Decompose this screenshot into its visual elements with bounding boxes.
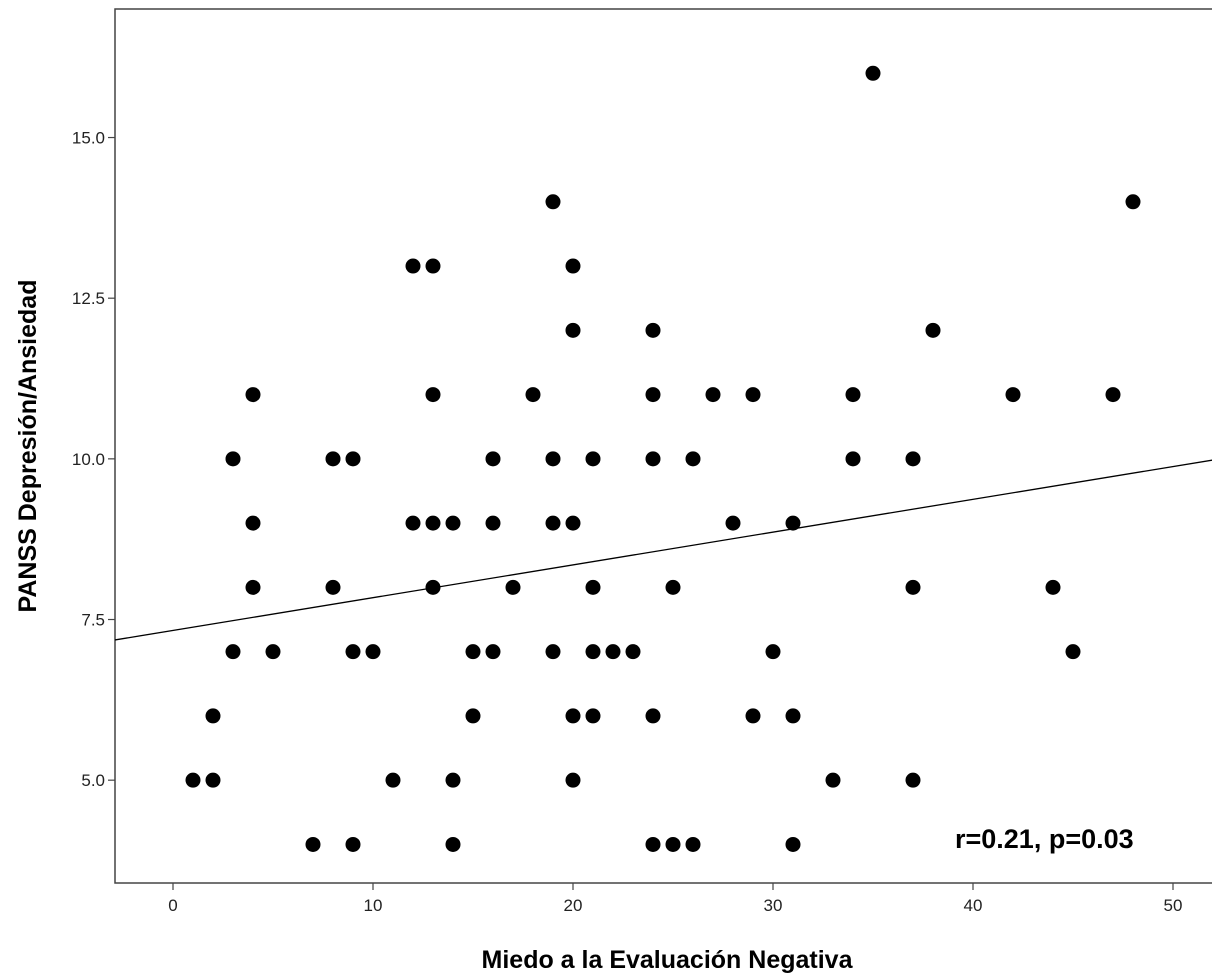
data-point <box>405 258 421 274</box>
data-point <box>1105 387 1121 403</box>
data-point <box>325 579 341 595</box>
data-point <box>565 258 581 274</box>
data-point <box>585 451 601 467</box>
data-point <box>685 451 701 467</box>
data-point <box>605 644 621 660</box>
data-point <box>645 322 661 338</box>
data-point <box>585 579 601 595</box>
data-point <box>345 644 361 660</box>
data-point <box>305 836 321 852</box>
data-point <box>345 451 361 467</box>
data-point <box>565 322 581 338</box>
data-point <box>845 451 861 467</box>
data-point <box>905 579 921 595</box>
plot-area-frame <box>114 8 1212 884</box>
data-point <box>1065 644 1081 660</box>
x-axis: 0 10 20 30 40 50 <box>168 883 1182 915</box>
data-point <box>685 836 701 852</box>
data-point <box>565 708 581 724</box>
regression-line <box>114 459 1212 641</box>
data-point <box>785 515 801 531</box>
x-tick-label: 30 <box>764 896 783 915</box>
data-point <box>245 515 261 531</box>
data-point <box>525 387 541 403</box>
y-tick-label: 12.5 <box>72 289 105 308</box>
data-point <box>445 836 461 852</box>
data-point <box>265 644 281 660</box>
y-axis: 5.0 7.5 10.0 12.5 15.0 <box>72 129 115 790</box>
data-point <box>245 579 261 595</box>
data-point <box>425 387 441 403</box>
y-tick-label: 5.0 <box>81 771 105 790</box>
data-point <box>545 451 561 467</box>
data-point <box>645 387 661 403</box>
data-point <box>485 515 501 531</box>
data-point <box>245 387 261 403</box>
data-point <box>865 65 881 81</box>
data-point <box>645 451 661 467</box>
data-point <box>645 836 661 852</box>
data-point <box>925 322 941 338</box>
data-point <box>825 772 841 788</box>
data-point <box>765 644 781 660</box>
data-point <box>545 644 561 660</box>
data-point <box>185 772 201 788</box>
data-point <box>665 579 681 595</box>
data-point <box>665 836 681 852</box>
data-point <box>485 451 501 467</box>
points-layer <box>185 65 1141 852</box>
data-point <box>225 451 241 467</box>
x-tick-label: 20 <box>564 896 583 915</box>
data-point <box>1045 579 1061 595</box>
data-point <box>625 644 641 660</box>
x-tick-label: 10 <box>364 896 383 915</box>
data-point <box>205 772 221 788</box>
y-tick-label: 7.5 <box>81 611 105 630</box>
data-point <box>585 644 601 660</box>
data-point <box>845 387 861 403</box>
data-point <box>905 451 921 467</box>
data-point <box>465 644 481 660</box>
data-point <box>345 836 361 852</box>
annotation-text: r=0.21, p=0.03 <box>955 824 1134 854</box>
data-point <box>1005 387 1021 403</box>
data-point <box>785 836 801 852</box>
data-point <box>445 772 461 788</box>
data-point <box>545 194 561 210</box>
data-point <box>785 708 801 724</box>
data-point <box>565 515 581 531</box>
data-point <box>725 515 741 531</box>
data-point <box>325 451 341 467</box>
data-point <box>405 515 421 531</box>
data-point <box>485 644 501 660</box>
data-point <box>705 387 721 403</box>
data-point <box>425 515 441 531</box>
data-point <box>445 515 461 531</box>
data-point <box>565 772 581 788</box>
y-axis-title: PANSS Depresión/Ansiedad <box>14 280 42 613</box>
data-point <box>425 579 441 595</box>
x-tick-label: 0 <box>168 896 177 915</box>
data-point <box>505 579 521 595</box>
y-tick-label: 10.0 <box>72 450 105 469</box>
data-point <box>585 708 601 724</box>
x-tick-label: 40 <box>964 896 983 915</box>
data-point <box>365 644 381 660</box>
data-point <box>225 644 241 660</box>
y-tick-label: 15.0 <box>72 129 105 148</box>
fit-line-layer <box>114 459 1212 641</box>
data-point <box>1125 194 1141 210</box>
data-point <box>745 708 761 724</box>
data-point <box>205 708 221 724</box>
data-point <box>425 258 441 274</box>
data-point <box>905 772 921 788</box>
data-point <box>465 708 481 724</box>
data-point <box>545 515 561 531</box>
data-point <box>385 772 401 788</box>
x-axis-title: Miedo a la Evaluación Negativa <box>482 946 854 974</box>
x-tick-label: 50 <box>1164 896 1183 915</box>
data-point <box>745 387 761 403</box>
data-point <box>645 708 661 724</box>
